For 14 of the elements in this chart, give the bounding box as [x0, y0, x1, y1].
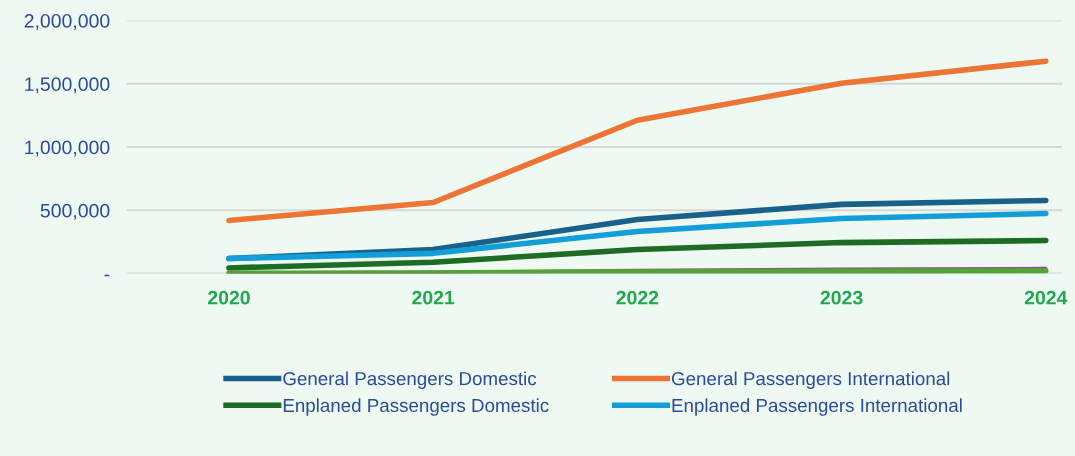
legend-label: General Passengers Domestic: [283, 371, 537, 389]
x-tick-label: 2023: [820, 290, 863, 305]
x-tick-label: 2020: [208, 290, 250, 305]
x-tick-label: 2022: [616, 290, 659, 305]
x-tick-label: 2024: [1024, 290, 1068, 305]
y-tick-label: -: [104, 274, 110, 277]
legend-label: Enplaned Passengers Domestic: [283, 398, 549, 416]
y-tick-label: 2,000,000: [24, 13, 110, 31]
x-tick-label: 2021: [412, 290, 455, 305]
legend-label: General Passengers International: [671, 371, 950, 389]
y-tick-label: 1,000,000: [25, 140, 110, 157]
legend-label: Enplaned Passengers International: [672, 398, 962, 416]
y-tick-label: 500,000: [40, 203, 110, 220]
y-tick-label: 1,500,000: [25, 77, 110, 94]
